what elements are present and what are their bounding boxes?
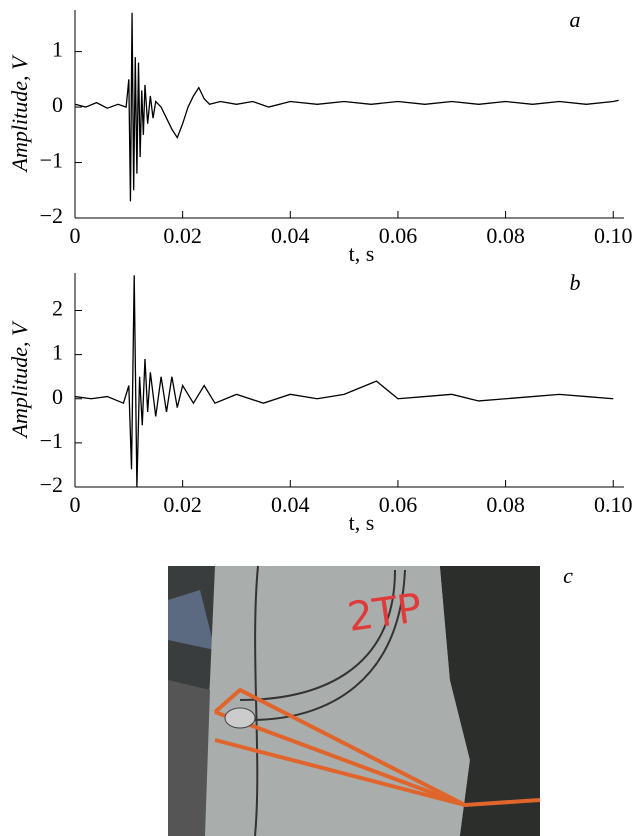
x-tick-label: 0.02: [163, 492, 202, 517]
signal-line: [74, 275, 614, 488]
y-tick-label: 2: [52, 296, 63, 321]
x-axis-label: t, s: [349, 241, 375, 266]
panel-label: b: [570, 270, 581, 295]
y-tick-label: 0: [52, 92, 63, 117]
x-tick-label: 0.10: [594, 492, 633, 517]
photo-cable: [254, 565, 259, 836]
photo-cable: [239, 569, 396, 701]
x-tick-label: 0.06: [379, 223, 418, 248]
photo-cable: [249, 569, 406, 721]
y-tick-label: 1: [52, 37, 63, 62]
photo-sky: [168, 590, 215, 650]
x-tick-label: 0.02: [163, 223, 202, 248]
y-tick-label: −1: [40, 428, 63, 453]
x-tick-label: 0.08: [486, 492, 525, 517]
y-tick-label: 0: [52, 384, 63, 409]
x-tick-label: 0.06: [379, 492, 418, 517]
x-tick-label: 0.10: [594, 223, 633, 248]
x-tick-label: 0.04: [271, 223, 310, 248]
x-tick-label: 0.08: [486, 223, 525, 248]
photo-sensor: [224, 707, 256, 729]
panel-label: a: [570, 7, 581, 32]
painted-text: 2TP: [345, 585, 425, 641]
x-axis-label: t, s: [349, 510, 375, 535]
x-tick-label: 0.04: [271, 492, 310, 517]
panel-label: c: [563, 563, 573, 588]
y-tick-label: 1: [52, 340, 63, 365]
y-tick-label: −1: [40, 148, 63, 173]
x-tick-label: 0: [70, 223, 81, 248]
photo: 2TP c: [168, 563, 573, 836]
y-tick-label: −2: [40, 203, 63, 228]
photo-strap: [213, 687, 541, 808]
x-tick-label: 0: [70, 492, 81, 517]
signal-line: [74, 12, 619, 202]
photo-left-rock: [168, 680, 210, 836]
photo-dark-rock: [440, 566, 540, 836]
y-tick-label: −2: [40, 472, 63, 497]
y-axis-label: Amplitude, V: [7, 54, 32, 173]
y-axis-label: Amplitude, V: [7, 320, 32, 439]
